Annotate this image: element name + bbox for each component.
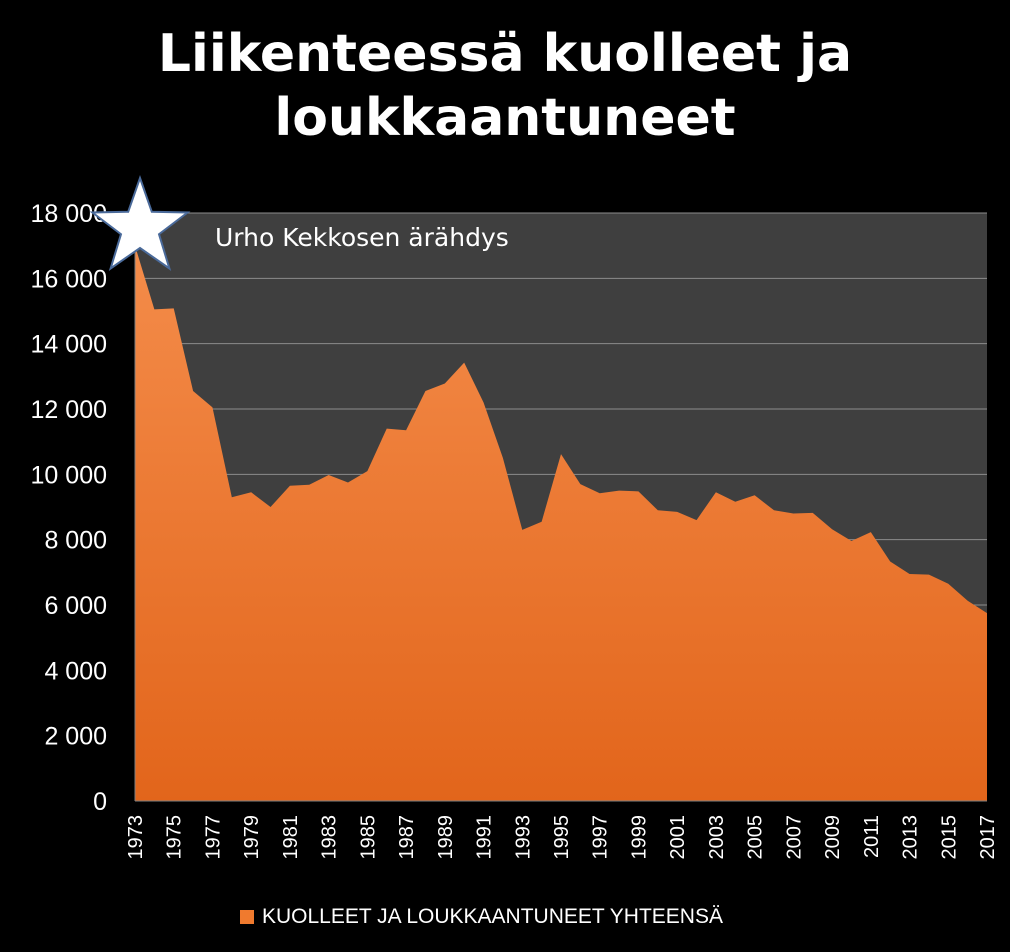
x-tick-label: 1983 bbox=[319, 815, 341, 860]
y-tick-label: 16 000 bbox=[31, 265, 107, 293]
chart-title-line-2: loukkaantuneet bbox=[274, 88, 736, 148]
x-tick-label: 2009 bbox=[822, 815, 844, 860]
x-tick-label: 1999 bbox=[628, 815, 650, 860]
x-tick-label: 1985 bbox=[357, 815, 379, 860]
y-tick-label: 6 000 bbox=[44, 592, 107, 620]
y-tick-label: 4 000 bbox=[44, 657, 107, 685]
x-tick-label: 1981 bbox=[280, 815, 302, 860]
x-tick-label: 1989 bbox=[435, 815, 457, 860]
x-tick-label: 2007 bbox=[783, 815, 805, 860]
series-area-layer bbox=[135, 245, 987, 802]
x-tick-label: 2011 bbox=[861, 815, 883, 858]
legend-swatch bbox=[240, 910, 254, 924]
x-tick-label: 1975 bbox=[164, 815, 186, 860]
x-tick-label: 2017 bbox=[977, 815, 999, 860]
x-tick-label: 1993 bbox=[512, 815, 534, 860]
y-tick-label: 2 000 bbox=[44, 723, 107, 751]
x-tick-label: 2005 bbox=[745, 815, 767, 860]
series-area bbox=[135, 245, 987, 802]
x-tick-label: 2015 bbox=[938, 815, 960, 860]
y-tick-label: 10 000 bbox=[31, 461, 107, 489]
x-tick-label: 1987 bbox=[396, 815, 418, 860]
star-icon bbox=[89, 174, 191, 271]
annotation-layer: Urho Kekkosen ärähdys bbox=[89, 174, 509, 271]
x-tick-label: 2013 bbox=[900, 815, 922, 860]
y-axis: 0 2 000 4 000 6 000 8 000 10 000 12 000 14 000 1… bbox=[31, 200, 136, 816]
x-tick-label: 1995 bbox=[551, 815, 573, 860]
x-axis: 1973 1975 1977 1979 1981 1983 1985 1987 1989 1991… bbox=[125, 800, 999, 860]
x-tick-label: 1977 bbox=[202, 815, 224, 860]
legend-label: KUOLLEET JA LOUKKAANTUNEET YHTEENSÄ bbox=[262, 905, 723, 928]
x-tick-label: 1979 bbox=[241, 815, 263, 860]
chart-title: Liikenteessä kuolleet ja loukkaantuneet bbox=[0, 22, 1010, 150]
chart-title-line-1: Liikenteessä kuolleet ja bbox=[157, 24, 853, 84]
annotation-label: Urho Kekkosen ärähdys bbox=[215, 223, 509, 252]
y-tick-label: 0 bbox=[93, 788, 107, 816]
x-tick-label: 1997 bbox=[590, 815, 612, 860]
x-tick-label: 1973 bbox=[125, 815, 147, 860]
y-tick-label: 14 000 bbox=[31, 331, 107, 359]
y-tick-label: 12 000 bbox=[31, 396, 107, 424]
legend: KUOLLEET JA LOUKKAANTUNEET YHTEENSÄ bbox=[240, 905, 723, 929]
x-tick-label: 2003 bbox=[706, 815, 728, 860]
x-tick-label: 1991 bbox=[474, 815, 496, 860]
x-tick-label: 2001 bbox=[667, 815, 689, 860]
y-tick-label: 8 000 bbox=[44, 527, 107, 555]
